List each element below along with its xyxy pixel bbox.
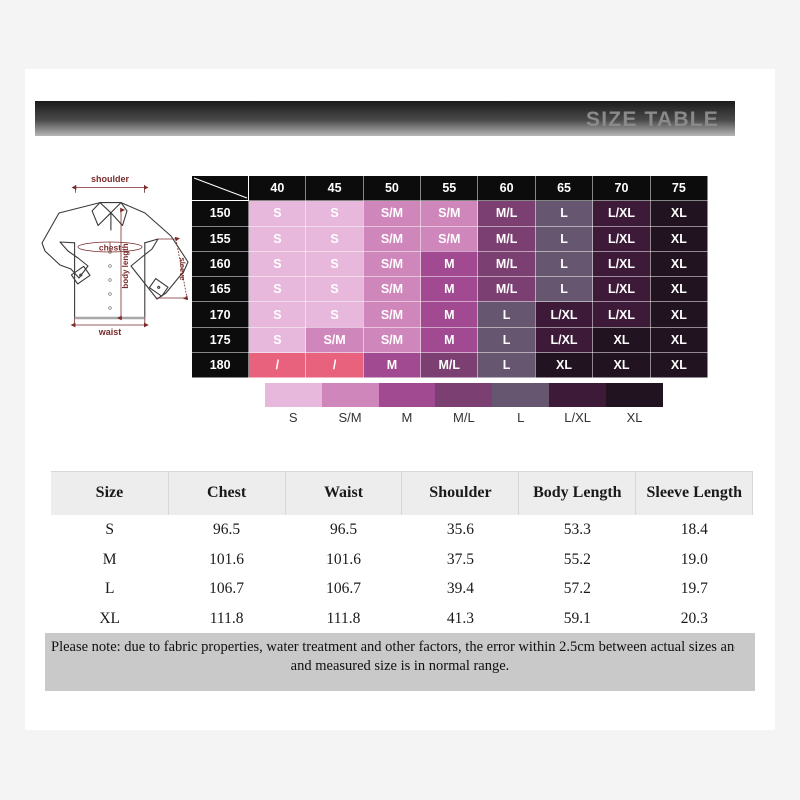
svg-text:sleeve: sleeve [178, 258, 187, 281]
svg-text:body length: body length [121, 243, 130, 288]
svg-text:waist: waist [98, 327, 122, 337]
svg-text:chest: chest [99, 243, 121, 253]
svg-text:shoulder: shoulder [91, 174, 130, 184]
